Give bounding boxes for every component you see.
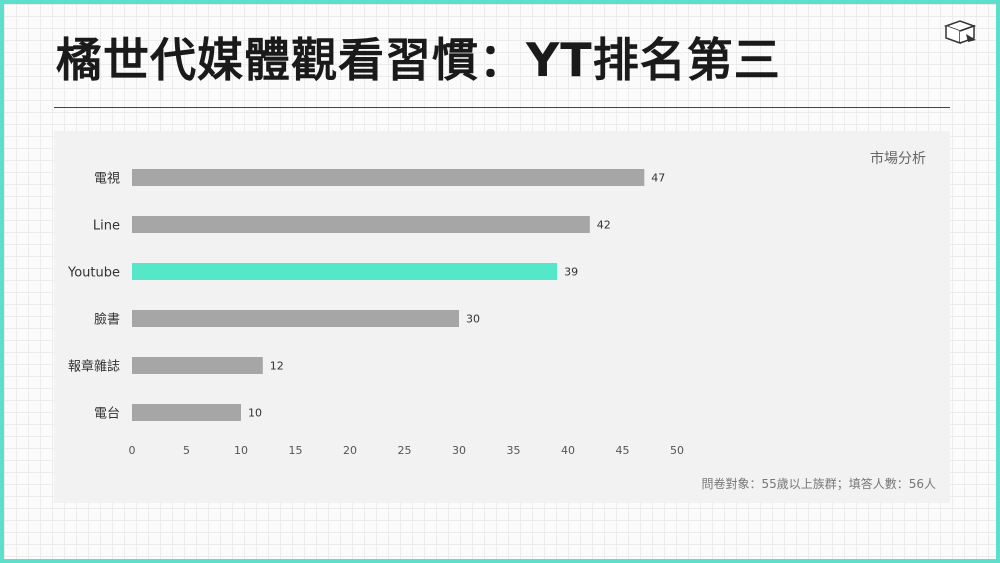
data-label: 10 <box>248 407 262 420</box>
x-tick-label: 15 <box>289 444 303 457</box>
x-tick-label: 0 <box>129 444 136 457</box>
category-label: Line <box>93 219 120 234</box>
category-label: Youtube <box>67 266 120 281</box>
x-tick-label: 20 <box>343 444 357 457</box>
survey-footnote: 問卷對象：55歲以上族群；填答人數：56人 <box>701 477 936 491</box>
x-tick-label: 40 <box>561 444 575 457</box>
x-tick-label: 50 <box>670 444 684 457</box>
bar <box>132 310 459 327</box>
bar <box>132 169 645 186</box>
x-tick-label: 10 <box>234 444 248 457</box>
market-analysis-tag: 市場分析 <box>870 151 926 167</box>
x-tick-label: 35 <box>507 444 521 457</box>
data-label: 12 <box>270 360 284 373</box>
logo-icon <box>943 20 977 45</box>
category-label: 報章雜誌 <box>68 359 120 375</box>
data-label: 47 <box>651 172 665 185</box>
bar <box>132 357 263 374</box>
x-tick-label: 5 <box>183 444 190 457</box>
bar-chart: 電視 47 Line 42 Youtube 39 臉書 30 報章雜誌 12 電台 10 0 5 10 15 2… <box>67 169 684 457</box>
category-label: 電視 <box>94 172 120 187</box>
bar <box>132 263 558 280</box>
x-tick-label: 25 <box>398 444 412 457</box>
data-label: 42 <box>597 219 611 232</box>
category-label: 臉書 <box>94 313 120 328</box>
slide-title: 橘世代媒體觀看習慣：YT排名第三 <box>56 33 781 87</box>
bar <box>132 216 590 233</box>
chart-panel: 電視 47 Line 42 Youtube 39 臉書 30 報章雜誌 12 電台 10 0 5 10 15 2… <box>54 131 950 503</box>
title-divider <box>54 107 950 108</box>
data-label: 39 <box>564 266 578 279</box>
data-label: 30 <box>466 313 480 326</box>
x-tick-label: 45 <box>616 444 630 457</box>
bar <box>132 404 241 421</box>
x-tick-label: 30 <box>452 444 466 457</box>
category-label: 電台 <box>94 407 120 422</box>
